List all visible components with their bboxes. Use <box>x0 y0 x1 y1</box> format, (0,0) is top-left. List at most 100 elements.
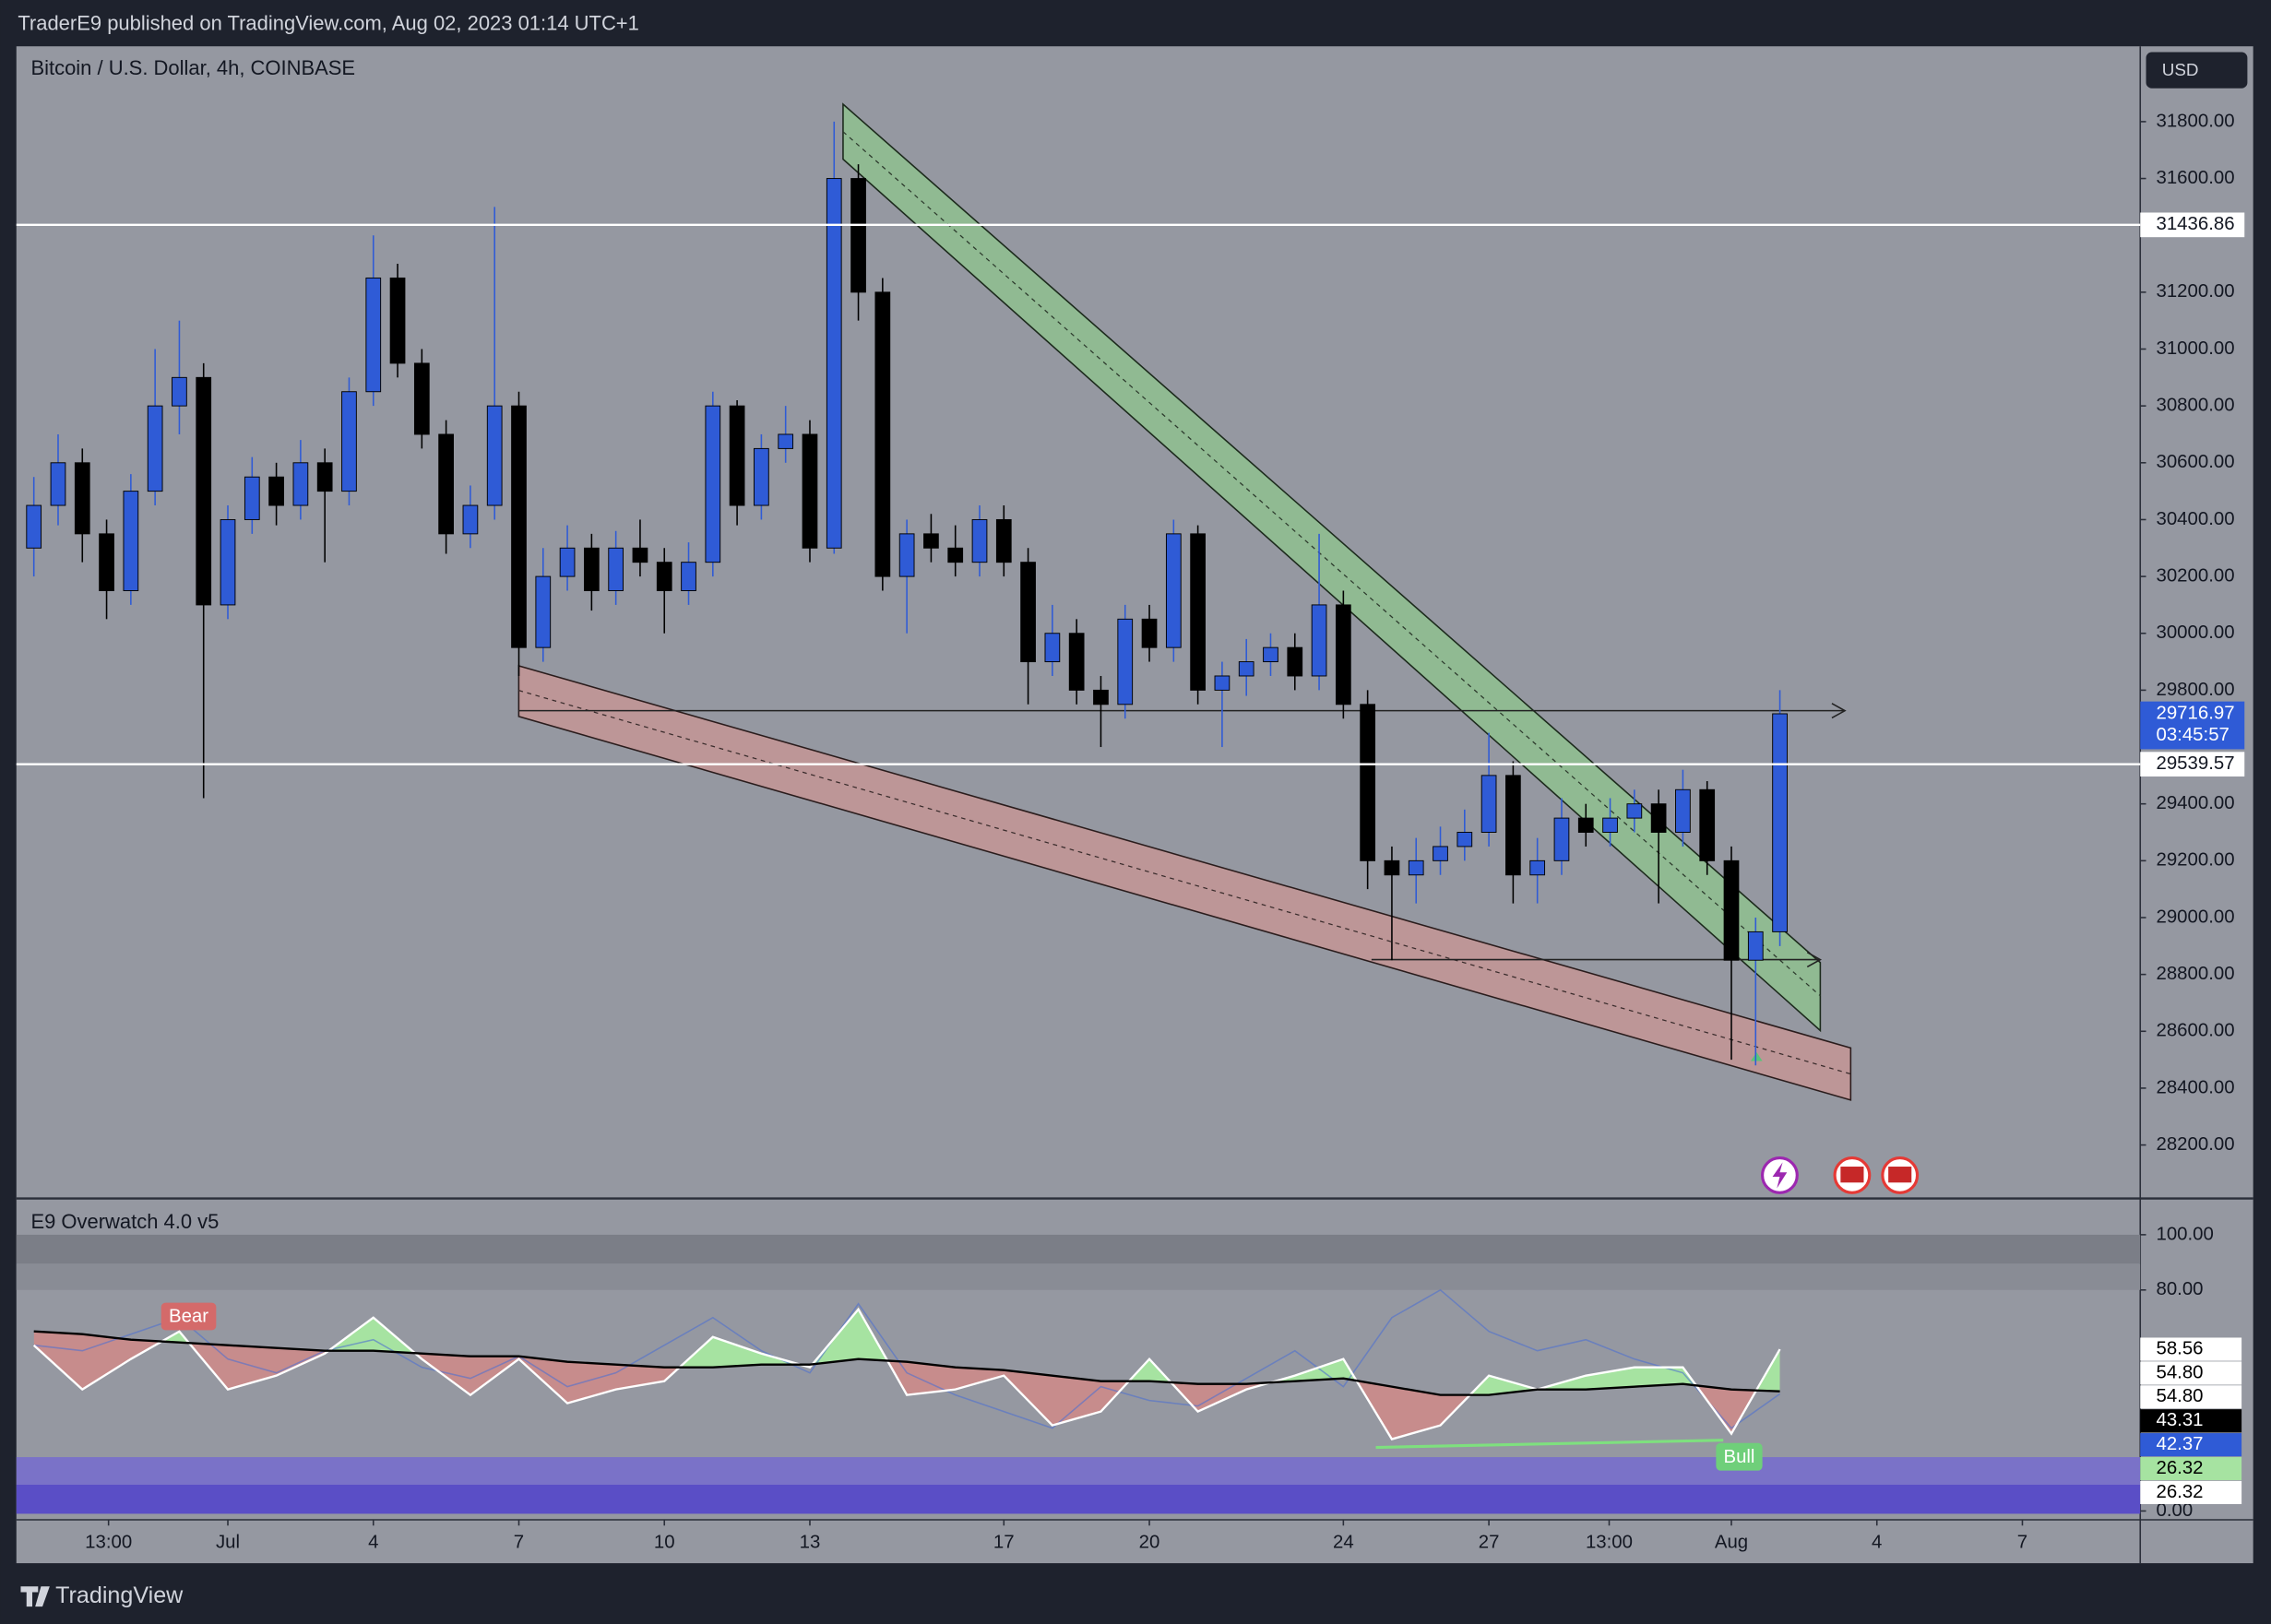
currency-button[interactable] <box>2146 52 2248 89</box>
countdown-label: 03:45:57 <box>2157 725 2229 745</box>
candle-body <box>995 518 1012 563</box>
value-label: 58.56 <box>2157 1338 2204 1358</box>
x-tick-label: 24 <box>1333 1532 1354 1552</box>
candle-body <box>99 533 114 591</box>
value-label-box <box>2140 1456 2242 1481</box>
x-tick-label: 17 <box>993 1532 1015 1552</box>
candle-body <box>1093 689 1109 705</box>
flag <box>1888 1167 1912 1183</box>
x-tick-label: 7 <box>514 1532 524 1552</box>
last-price-label: 29716.97 <box>2157 703 2235 723</box>
y-tick-label: 28800.00 <box>2157 964 2235 984</box>
candle-body <box>632 547 648 563</box>
candle-body <box>1165 533 1182 648</box>
candle-body <box>413 362 430 435</box>
candle-body <box>462 504 479 535</box>
value-label: 26.32 <box>2157 1458 2204 1478</box>
candle-body <box>729 405 745 506</box>
candle-body <box>26 504 42 549</box>
candle-body <box>923 533 939 549</box>
candle-body <box>681 562 696 591</box>
x-tick-label: 27 <box>1479 1532 1500 1552</box>
arrow-head <box>1831 703 1847 719</box>
y-tick-label: 31200.00 <box>2157 281 2235 302</box>
price-label: 29539.57 <box>2157 753 2235 774</box>
candle-body <box>1311 604 1327 677</box>
candle-body <box>316 462 333 492</box>
candle-body <box>826 178 842 549</box>
value-label: 42.37 <box>2157 1434 2204 1454</box>
candle-body <box>1723 859 1740 961</box>
bear-label: Bear <box>169 1307 208 1327</box>
candle-body <box>172 376 187 407</box>
candle-body <box>705 405 721 563</box>
value-label-box <box>2140 1385 2242 1409</box>
candle-body <box>50 462 66 506</box>
candle-body <box>1772 713 1788 932</box>
candle-body <box>1190 533 1206 691</box>
value-label-box <box>2140 1337 2242 1361</box>
candle-body <box>511 405 527 648</box>
x-tick-label: 4 <box>368 1532 378 1552</box>
y-tick-label: 100.00 <box>2157 1224 2214 1244</box>
y-tick-label: 29400.00 <box>2157 793 2235 813</box>
x-tick-label: Aug <box>1715 1532 1748 1552</box>
price-label-box <box>2140 752 2245 777</box>
channel-midline <box>842 131 1821 997</box>
value-label: 43.31 <box>2157 1410 2204 1430</box>
candle-body <box>584 547 600 591</box>
chart-area <box>16 46 2253 1564</box>
candle-body <box>874 291 891 577</box>
y-tick-label: 28200.00 <box>2157 1134 2235 1155</box>
candle-body <box>1020 562 1036 663</box>
candle-body <box>1650 803 1667 833</box>
candle-body <box>1553 817 1570 861</box>
candle-body <box>244 476 260 520</box>
level-band <box>16 1234 2141 1264</box>
x-tick-label: 20 <box>1139 1532 1160 1552</box>
candle-body <box>365 277 382 393</box>
value-label-box <box>2140 1361 2242 1385</box>
candle-body <box>850 178 866 293</box>
green-channel <box>842 102 1822 1033</box>
y-tick-label: 31600.00 <box>2157 168 2235 188</box>
candle-body <box>220 518 236 606</box>
bear-fill <box>33 1331 1780 1440</box>
header: TraderE9 published on TradingView.com, A… <box>18 11 639 34</box>
candle-body <box>1747 931 1764 961</box>
candle-body <box>438 433 454 535</box>
candle-body <box>1505 775 1521 876</box>
bear-box <box>161 1302 217 1331</box>
candle-body <box>1238 661 1254 677</box>
candle-body <box>341 391 357 492</box>
candle-body <box>486 405 503 506</box>
candle-body <box>778 433 794 449</box>
value-label: 54.80 <box>2157 1386 2204 1406</box>
x-tick-label: 4 <box>1872 1532 1882 1552</box>
candle-body <box>898 533 915 577</box>
candle-body <box>535 575 552 648</box>
value-label-box <box>2140 1433 2242 1457</box>
y-tick-label: 80.00 <box>2157 1279 2204 1299</box>
candle-body <box>1360 704 1376 861</box>
candle-body <box>1384 859 1400 876</box>
bull-label: Bull <box>1723 1447 1754 1467</box>
candle-body <box>559 547 576 577</box>
candle-body <box>1141 618 1158 648</box>
candle-body <box>147 405 163 492</box>
chart-title: Bitcoin / U.S. Dollar, 4h, COINBASE <box>30 56 355 79</box>
red-channel <box>517 664 1852 1101</box>
value-label-box <box>2140 1480 2242 1504</box>
candle-body <box>656 562 672 591</box>
price-label-box <box>2140 212 2245 238</box>
x-tick-label: 13:00 <box>85 1532 132 1552</box>
candle-body <box>1117 618 1134 705</box>
candle-body <box>1335 604 1351 705</box>
candle-body <box>389 277 406 364</box>
flag <box>1840 1167 1864 1183</box>
y-tick-label: 30200.00 <box>2157 565 2235 586</box>
drawings <box>517 102 1852 1101</box>
candle-body <box>971 518 988 563</box>
candle-body <box>608 547 624 591</box>
